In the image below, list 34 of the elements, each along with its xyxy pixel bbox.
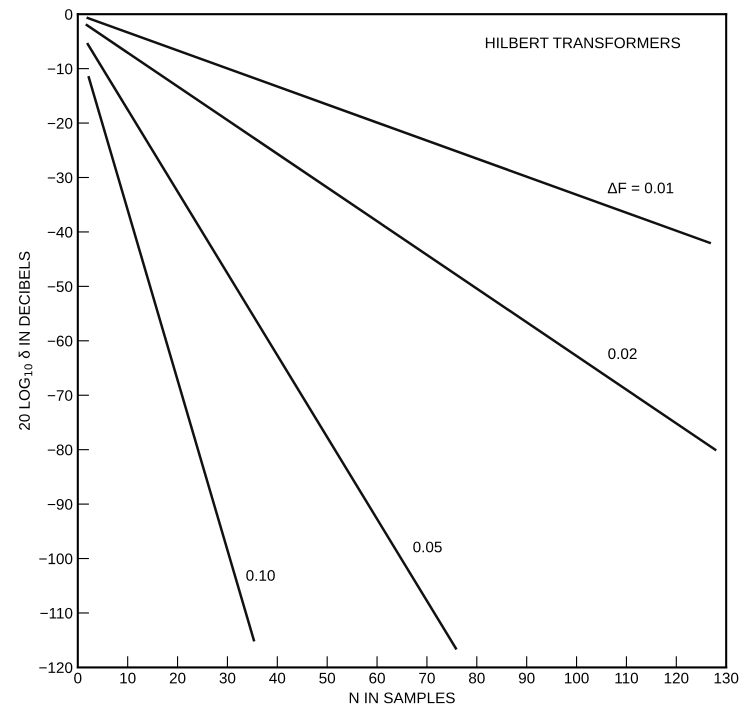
y-tick-label: −100	[39, 553, 72, 564]
y-tick-label: −40	[48, 226, 72, 238]
x-tick-label: 40	[269, 672, 286, 684]
series-label: 0.10	[246, 570, 275, 581]
x-tick-label: 90	[518, 672, 535, 684]
y-tick-label: 0	[65, 9, 72, 20]
x-tick-label: 70	[419, 672, 435, 684]
x-tick-label: 130	[714, 672, 738, 684]
y-tick-label: −60	[48, 336, 72, 346]
x-tick-label: 110	[615, 672, 638, 684]
y-axis-title: 20 LOG$_{10}$ δ IN DECIBELS	[18, 252, 32, 430]
x-tick-label: 60	[369, 672, 385, 684]
y-tick-label: −50	[48, 281, 72, 292]
x-tick-label: 20	[170, 672, 186, 684]
x-tick-label: 120	[664, 672, 688, 684]
series-label: 0.05	[413, 542, 442, 552]
x-tick-label: 10	[120, 672, 136, 684]
x-tick-label: 80	[468, 672, 485, 684]
y-tick-label: −90	[48, 498, 72, 510]
x-tick-label: 100	[564, 672, 589, 684]
y-tick-label: −70	[48, 390, 72, 401]
x-axis-title: N IN SAMPLES	[350, 692, 455, 704]
y-tick-label: −10	[48, 64, 72, 74]
series-label: 0.02	[608, 348, 637, 360]
y-tick-label: −80	[48, 444, 72, 456]
y-tick-label: −110	[40, 608, 72, 619]
y-tick-label: −120	[39, 662, 72, 674]
y-tick-label: −30	[48, 172, 72, 184]
y-tick-label: −20	[48, 118, 72, 129]
text: HILBERT TRANSFORMERS	[486, 37, 680, 48]
x-tick-label: 50	[319, 672, 336, 684]
series-label: ΔF = 0.01	[608, 182, 674, 194]
x-tick-label: 30	[220, 672, 236, 684]
x-tick-label: 0	[74, 672, 82, 684]
